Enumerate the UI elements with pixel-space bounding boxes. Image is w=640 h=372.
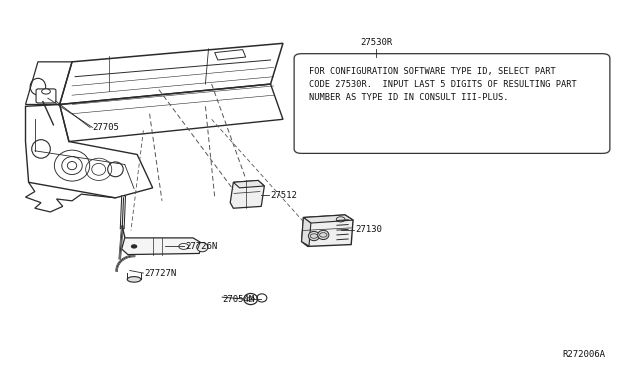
Ellipse shape bbox=[308, 231, 319, 241]
Polygon shape bbox=[234, 180, 264, 188]
Text: 27130: 27130 bbox=[356, 225, 383, 234]
FancyBboxPatch shape bbox=[36, 89, 56, 103]
Circle shape bbox=[247, 297, 255, 301]
Polygon shape bbox=[230, 180, 264, 208]
Circle shape bbox=[42, 89, 51, 94]
Polygon shape bbox=[122, 238, 202, 254]
Text: 27054M: 27054M bbox=[223, 295, 255, 304]
Text: 27727N: 27727N bbox=[145, 269, 177, 278]
Text: R272006A: R272006A bbox=[563, 350, 605, 359]
Ellipse shape bbox=[317, 230, 329, 240]
Polygon shape bbox=[301, 215, 353, 246]
Text: 27530R: 27530R bbox=[360, 38, 392, 47]
Text: FOR CONFIGURATION SOFTWARE TYPE ID, SELECT PART
CODE 27530R.  INPUT LAST 5 DIGIT: FOR CONFIGURATION SOFTWARE TYPE ID, SELE… bbox=[309, 67, 577, 102]
Polygon shape bbox=[303, 215, 353, 223]
Ellipse shape bbox=[196, 243, 208, 252]
Text: 27512: 27512 bbox=[271, 191, 298, 200]
Circle shape bbox=[132, 245, 136, 248]
Text: 27726N: 27726N bbox=[186, 241, 218, 250]
FancyBboxPatch shape bbox=[294, 54, 610, 153]
Ellipse shape bbox=[127, 277, 141, 282]
Polygon shape bbox=[301, 218, 311, 246]
Text: 27705: 27705 bbox=[93, 123, 120, 132]
